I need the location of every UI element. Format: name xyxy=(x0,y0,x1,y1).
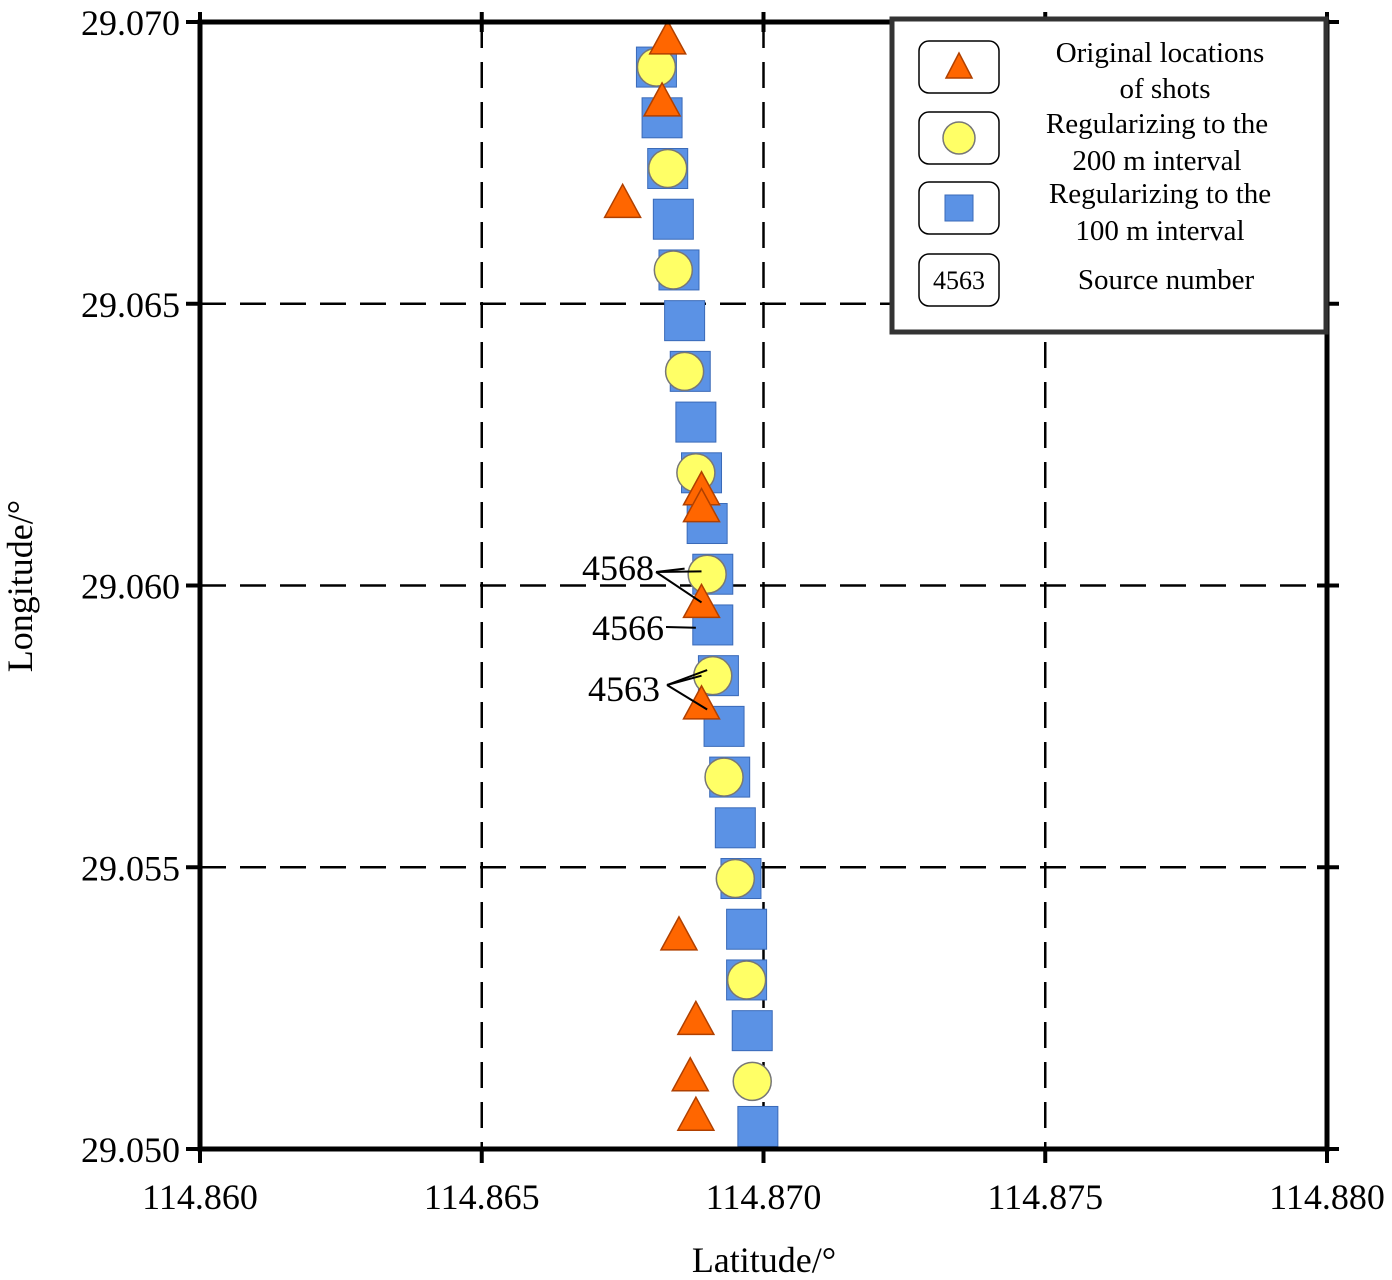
legend-reg100-label-line2: 100 m interval xyxy=(1075,215,1244,247)
legend-reg200-label-line1: Regularizing to the xyxy=(1046,108,1268,140)
legend-source-box-number: 4563 xyxy=(933,266,985,295)
regularized-100m-point xyxy=(731,1010,773,1052)
regularized-100m-point xyxy=(726,908,768,950)
x-tick-label: 114.865 xyxy=(424,1177,540,1217)
legend-shots-label-line2: of shots xyxy=(1119,73,1210,105)
regularized-200m-point xyxy=(687,554,727,594)
regularized-100m-point xyxy=(714,807,756,849)
legend-source-label: Source number xyxy=(1078,264,1255,296)
legend-reg200-circle-icon xyxy=(942,121,976,155)
annotation-leader-line xyxy=(665,626,696,629)
annotation-label: 4566 xyxy=(592,608,664,648)
x-tick-label: 114.880 xyxy=(1269,1177,1385,1217)
annotation-label: 4563 xyxy=(588,669,660,709)
y-tick-label: 29.050 xyxy=(81,1130,180,1170)
x-axis-title: Latitude/° xyxy=(692,1240,836,1280)
regularized-200m-point xyxy=(726,960,767,1000)
annotation-leader-line xyxy=(666,669,708,686)
plot-markers xyxy=(603,19,779,1147)
legend-reg100-square-icon xyxy=(944,194,974,222)
y-tick-label: 29.065 xyxy=(81,285,180,325)
legend-reg100-label-line1: Regularizing to the xyxy=(1049,178,1271,210)
legend-source-box xyxy=(918,253,1000,307)
shot-original-point xyxy=(682,582,721,619)
shot-original-point xyxy=(682,684,721,720)
axis-ticks: 114.860 114.865 114.870 114.875 114.880 29.05… xyxy=(81,3,1385,1217)
shot-original-point xyxy=(676,1095,716,1131)
legend-shots-label-line1: Original locations xyxy=(1056,37,1265,69)
regularized-100m-point xyxy=(652,198,694,240)
legend-shots-triangle-icon xyxy=(944,51,974,79)
shot-original-point xyxy=(648,19,687,55)
shot-original-point xyxy=(659,915,699,951)
shot-original-point xyxy=(642,81,682,117)
x-tick-label: 114.860 xyxy=(142,1177,258,1217)
annotation-leader-line xyxy=(666,684,708,711)
annotation-leader-line xyxy=(655,567,685,573)
regularized-100m-point xyxy=(664,300,706,342)
annotation-leader-line xyxy=(655,571,703,604)
regularized-200m-point xyxy=(715,858,756,899)
legend: Original locations of shots Regularizing… xyxy=(889,16,1329,335)
x-tick-label: 114.875 xyxy=(987,1177,1103,1217)
source-number-annotations: 4568 4566 4563 xyxy=(582,548,708,711)
y-tick-label: 29.055 xyxy=(81,848,180,888)
annotation-label: 4568 xyxy=(582,548,654,588)
y-tick-label: 29.060 xyxy=(81,567,180,607)
shot-original-point xyxy=(603,182,642,219)
regularized-100m-point xyxy=(737,1105,779,1147)
regularized-200m-point xyxy=(653,250,694,290)
regularized-200m-point xyxy=(647,148,688,189)
regularized-100m-point xyxy=(675,401,717,443)
shot-original-point xyxy=(670,1056,710,1092)
shot-original-point xyxy=(682,487,721,523)
y-tick-label: 29.070 xyxy=(81,3,180,43)
shot-original-point xyxy=(676,999,716,1036)
regularized-200m-point xyxy=(664,351,705,392)
x-tick-label: 114.870 xyxy=(706,1177,822,1217)
y-axis-title: Longitude/° xyxy=(0,500,40,672)
legend-reg200-label-line2: 200 m interval xyxy=(1072,145,1241,177)
regularized-200m-point xyxy=(704,757,744,797)
regularized-200m-point xyxy=(732,1061,772,1102)
